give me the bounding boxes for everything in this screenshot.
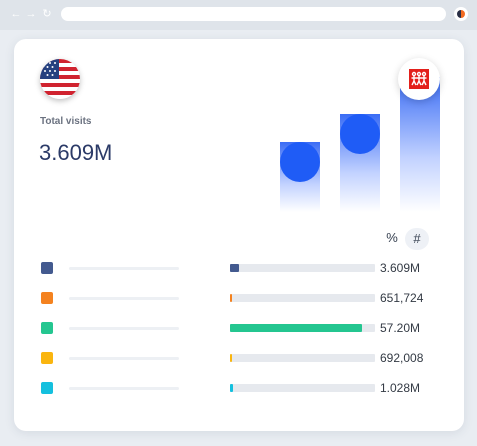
color-swatch [41, 292, 53, 304]
row-value: 1.028M [380, 381, 421, 395]
visits-bar [340, 114, 380, 212]
color-swatch [41, 352, 53, 364]
brand-logo-icon [398, 58, 440, 100]
extension-icon[interactable] [454, 7, 468, 21]
row-value: 692,008 [380, 351, 424, 365]
share-bar-track [230, 384, 375, 392]
us-flag-icon [40, 59, 80, 99]
browser-toolbar: ← → ↻ [0, 0, 477, 30]
table-row[interactable]: 1.028M [14, 379, 464, 399]
table-row[interactable]: 3.609M [14, 259, 464, 279]
row-name-placeholder [69, 327, 179, 330]
visits-bar [280, 142, 320, 212]
total-visits-label: Total visits [40, 116, 92, 127]
address-bar[interactable] [61, 7, 446, 21]
traffic-card: Total visits 3.609M % # 3.609M 651,724 57.… [14, 39, 464, 431]
row-value: 57.20M [380, 321, 421, 335]
share-bar-track [230, 324, 375, 332]
total-visits-value: 3.609M [39, 140, 113, 165]
share-bar-fill [230, 354, 232, 362]
share-bar-track [230, 264, 375, 272]
share-bar-fill [230, 294, 232, 302]
color-swatch [41, 262, 53, 274]
percent-toggle[interactable]: % [386, 230, 398, 245]
share-bar-track [230, 294, 375, 302]
back-icon[interactable]: ← [10, 8, 22, 20]
row-name-placeholder [69, 387, 179, 390]
color-swatch [41, 322, 53, 334]
share-bar-fill [230, 264, 239, 272]
table-row[interactable]: 692,008 [14, 349, 464, 369]
table-row[interactable]: 651,724 [14, 289, 464, 309]
table-row[interactable]: 57.20M [14, 319, 464, 339]
visits-bar-cap [340, 114, 380, 154]
share-bar-fill [230, 384, 233, 392]
row-value: 3.609M [380, 261, 421, 275]
forward-icon[interactable]: → [25, 8, 37, 20]
visits-bar-cap [280, 142, 320, 182]
row-name-placeholder [69, 357, 179, 360]
color-swatch [41, 382, 53, 394]
share-bar-fill [230, 324, 362, 332]
row-name-placeholder [69, 297, 179, 300]
row-name-placeholder [69, 267, 179, 270]
row-value: 651,724 [380, 291, 424, 305]
reload-icon[interactable]: ↻ [42, 8, 52, 20]
share-bar-track [230, 354, 375, 362]
number-toggle[interactable]: # [405, 228, 429, 250]
